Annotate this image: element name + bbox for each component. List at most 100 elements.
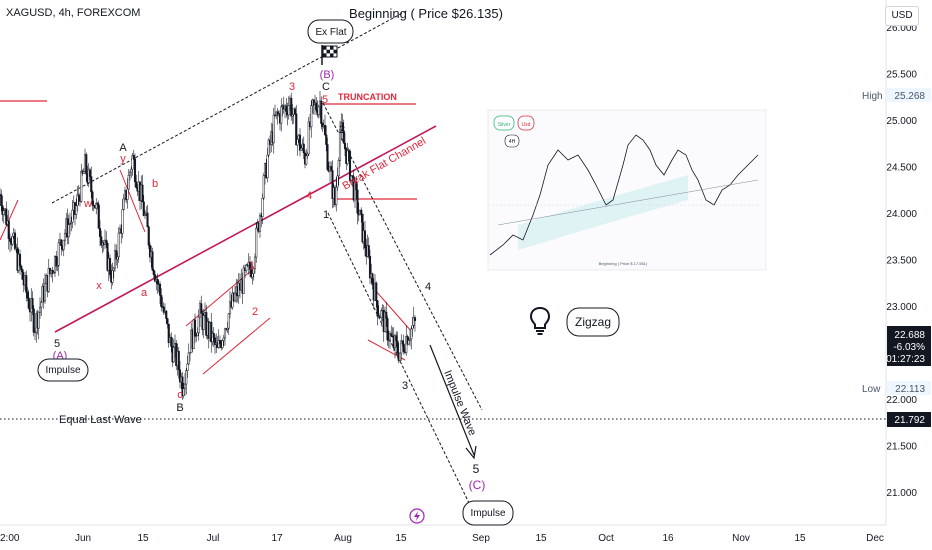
high-tag-label: High	[862, 91, 883, 102]
high-tag-bg	[859, 89, 885, 102]
time-tick-label: 15	[794, 533, 806, 544]
candle	[298, 128, 302, 157]
wave-label: 4	[306, 190, 312, 202]
wave-label: x	[96, 280, 102, 292]
candle	[335, 177, 338, 212]
zigzag-callout[interactable]	[566, 307, 620, 337]
candle	[197, 309, 200, 341]
candle	[11, 233, 14, 247]
wave-label: C	[322, 81, 330, 93]
candle	[68, 212, 72, 235]
lightning-event-icon[interactable]	[409, 508, 425, 524]
checkered-flag-icon	[321, 45, 338, 65]
candle	[43, 273, 47, 304]
price-tick-label: 21.500	[886, 442, 917, 453]
candle	[181, 371, 184, 400]
impulse-arrow-head	[465, 445, 477, 460]
candle	[162, 302, 165, 315]
candle	[348, 148, 352, 183]
time-tick-label: Oct	[598, 533, 614, 544]
candle	[355, 175, 358, 200]
candle	[2, 207, 5, 224]
candle	[408, 329, 412, 347]
candle	[55, 250, 58, 271]
candle	[147, 225, 150, 249]
time-tick-label: 15	[535, 533, 547, 544]
candle	[405, 325, 408, 356]
candle	[63, 228, 67, 247]
candle	[321, 121, 324, 132]
candle	[223, 327, 227, 346]
time-axis[interactable]: Jun 15 Jul 17 Aug 15 Sep 15 Oct 16 Nov 15 Dec	[75, 533, 884, 544]
time-tick-label: Nov	[732, 533, 750, 544]
candle	[371, 272, 374, 290]
candle	[31, 291, 34, 316]
upper-channel-line	[51, 9, 409, 204]
candle	[305, 148, 308, 166]
wave-label: A	[119, 142, 127, 154]
candle	[287, 96, 290, 120]
break-channel-label: Break Flat Channel	[341, 135, 429, 192]
price-tick-label: 26.000	[886, 23, 917, 34]
symbol-header[interactable]: XAGUSD, 4h, FOREXCOM	[6, 7, 141, 19]
currency-selector[interactable]: USD	[885, 6, 919, 26]
candle	[88, 167, 92, 181]
candle	[96, 202, 99, 210]
ex-flat-callout[interactable]	[307, 19, 354, 44]
candle	[222, 334, 225, 347]
candle	[227, 312, 230, 335]
candle	[351, 175, 354, 187]
candle	[212, 327, 215, 347]
wave-label: (C)	[469, 478, 486, 492]
candle	[336, 167, 339, 191]
wave-label: 1	[249, 260, 255, 272]
candle	[82, 168, 85, 174]
impulse-callout-bottom[interactable]	[462, 500, 514, 526]
candle	[40, 300, 43, 316]
candle	[103, 229, 107, 249]
inset-usd-tag	[517, 115, 535, 131]
last-price-change: -6.03%	[893, 342, 925, 353]
candle	[300, 145, 303, 151]
candle	[202, 309, 205, 339]
price-tick-label: 23.500	[886, 256, 917, 267]
candle	[337, 157, 340, 186]
candle	[326, 137, 329, 172]
candle	[343, 132, 347, 157]
candle	[21, 268, 24, 280]
impulse-callout-left[interactable]	[37, 358, 89, 382]
low-value-bg	[887, 381, 931, 395]
candle	[52, 270, 55, 274]
candle	[193, 313, 197, 344]
candle	[375, 281, 378, 308]
candle	[105, 231, 108, 248]
candle	[356, 183, 359, 225]
time-tick-label: 15	[395, 533, 407, 544]
candle	[133, 153, 137, 187]
candle	[328, 161, 332, 182]
candle	[172, 338, 175, 363]
impulse-wave-label: Impulse Wave	[441, 369, 478, 438]
wave-label: 2	[252, 306, 258, 318]
time-tick-label: Aug	[334, 533, 352, 544]
time-tick-label: Jul	[207, 533, 220, 544]
candle	[142, 195, 145, 217]
candle	[131, 152, 134, 176]
candle	[178, 360, 182, 389]
candle	[233, 285, 237, 303]
candle	[253, 253, 257, 274]
candle	[218, 335, 222, 349]
candle	[152, 268, 155, 279]
candle	[115, 244, 118, 266]
channel-lines	[0, 9, 886, 506]
candle	[151, 247, 154, 272]
candle	[361, 213, 364, 244]
candle	[177, 346, 180, 379]
candle	[33, 327, 37, 340]
candle	[407, 336, 410, 345]
wave-label: 3	[402, 380, 408, 392]
candle	[312, 99, 315, 115]
candle	[261, 193, 264, 224]
candle	[228, 291, 232, 319]
